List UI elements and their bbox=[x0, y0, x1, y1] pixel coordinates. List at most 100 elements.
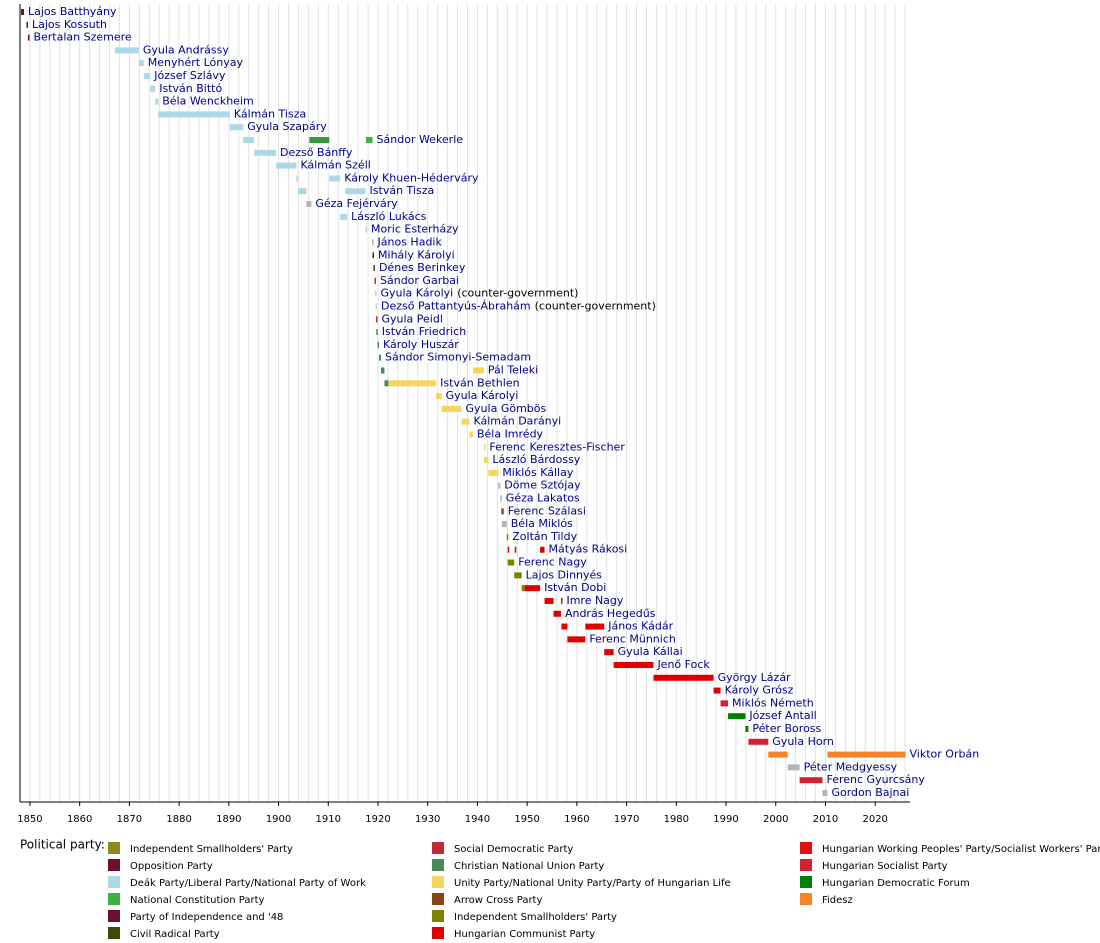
term-bar bbox=[366, 137, 373, 144]
term-bar bbox=[365, 226, 368, 233]
pm-name: Dénes Berinkey bbox=[379, 261, 466, 274]
pm-name: Béla Imrédy bbox=[477, 428, 544, 441]
legend-label: Civil Radical Party bbox=[130, 929, 220, 940]
legend-swatch bbox=[800, 859, 812, 871]
term-bar bbox=[340, 213, 348, 220]
legend-swatch bbox=[432, 927, 444, 939]
x-tick-label: 1900 bbox=[266, 814, 291, 825]
term-bar bbox=[521, 585, 525, 592]
term-bar bbox=[469, 431, 473, 438]
term-bar bbox=[488, 469, 499, 476]
pm-name: Béla Wenckheim bbox=[162, 95, 254, 108]
pm-name: Moric Esterházy bbox=[371, 223, 459, 236]
term-bar bbox=[748, 738, 769, 745]
term-bar bbox=[158, 111, 230, 118]
legend-label: Fidesz bbox=[822, 895, 853, 906]
x-tick-label: 1980 bbox=[664, 814, 689, 825]
pm-note: (counter-government) bbox=[457, 287, 578, 300]
pm-name: Zoltán Tildy bbox=[512, 530, 577, 543]
term-bar bbox=[372, 239, 374, 246]
x-tick-label: 1880 bbox=[166, 814, 191, 825]
term-bar bbox=[500, 495, 502, 502]
term-bar bbox=[306, 201, 312, 208]
legend-label: Hungarian Working Peoples' Party/Sociali… bbox=[822, 844, 1100, 855]
term-bar bbox=[372, 252, 375, 259]
legend-swatch bbox=[432, 876, 444, 888]
legend-label: Hungarian Communist Party bbox=[454, 929, 595, 940]
term-bar bbox=[388, 380, 437, 387]
term-bar bbox=[501, 521, 507, 528]
legend-swatch bbox=[432, 842, 444, 854]
pm-name: Sándor Wekerle bbox=[377, 133, 464, 146]
term-bar bbox=[713, 687, 721, 694]
term-bar bbox=[540, 546, 545, 553]
term-bar bbox=[604, 649, 614, 656]
legend-swatch bbox=[108, 842, 120, 854]
term-bar bbox=[524, 585, 541, 592]
x-tick-label: 1920 bbox=[365, 814, 390, 825]
pm-name: Lajos Kossuth bbox=[32, 18, 107, 31]
legend-swatch bbox=[108, 876, 120, 888]
term-bar bbox=[498, 482, 501, 489]
term-bar bbox=[27, 34, 30, 41]
pm-name: Gyula Károlyi bbox=[381, 287, 454, 300]
pm-name: Jenő Fock bbox=[656, 658, 710, 671]
pm-name: Lajos Batthyány bbox=[28, 5, 117, 18]
term-bar bbox=[276, 162, 297, 169]
legend-swatch bbox=[108, 910, 120, 922]
term-bar bbox=[553, 610, 561, 617]
pm-name: Géza Fejérváry bbox=[315, 197, 398, 210]
legend-swatch bbox=[800, 842, 812, 854]
pm-name: József Antall bbox=[748, 709, 816, 722]
term-bar bbox=[373, 265, 376, 272]
legend-swatch bbox=[108, 927, 120, 939]
term-bar bbox=[514, 572, 522, 579]
term-bar bbox=[345, 188, 366, 195]
pm-name: István Bittó bbox=[159, 82, 222, 95]
pm-name: Kálmán Darányi bbox=[473, 415, 561, 428]
x-tick-label: 2000 bbox=[763, 814, 788, 825]
term-bar bbox=[483, 444, 486, 451]
legend-swatch bbox=[432, 893, 444, 905]
pm-name: Ferenc Nagy bbox=[518, 556, 587, 569]
pm-name: Péter Boross bbox=[752, 722, 821, 735]
term-bar bbox=[114, 47, 139, 54]
pm-name: István Friedrich bbox=[382, 325, 466, 338]
term-bar bbox=[380, 367, 385, 374]
pm-name: István Bethlen bbox=[440, 376, 519, 389]
term-bar bbox=[376, 329, 378, 336]
legend-label: Hungarian Socialist Party bbox=[822, 861, 948, 872]
legend-label: Christian National Union Party bbox=[454, 861, 604, 872]
term-bar bbox=[799, 777, 823, 784]
pm-name: András Hegedűs bbox=[565, 607, 656, 620]
term-bar bbox=[26, 21, 28, 28]
pm-name: György Lázár bbox=[718, 671, 791, 684]
pm-name: Gyula Andrássy bbox=[143, 43, 230, 56]
term-bar bbox=[514, 546, 517, 553]
pm-name: Dezső Bánffy bbox=[280, 146, 353, 159]
term-bar bbox=[375, 303, 378, 310]
legend-label: Party of Independence and '48 bbox=[130, 912, 283, 923]
term-bar bbox=[254, 149, 277, 156]
pm-name: Gyula Horn bbox=[772, 735, 834, 748]
x-tick-label: 1850 bbox=[17, 814, 42, 825]
term-bar bbox=[377, 341, 379, 348]
pm-name: Gyula Szapáry bbox=[247, 120, 327, 133]
term-bar bbox=[560, 597, 563, 604]
term-bar bbox=[567, 636, 586, 643]
term-bar bbox=[585, 623, 605, 630]
term-bar bbox=[768, 751, 788, 758]
pm-name: Sándor Simonyi-Semadam bbox=[385, 351, 531, 364]
legend-swatch bbox=[432, 910, 444, 922]
pm-name: Mátyás Rákosi bbox=[549, 543, 628, 556]
legend-label: National Constitution Party bbox=[130, 895, 265, 906]
pm-name: Imre Nagy bbox=[566, 594, 623, 607]
term-bar bbox=[501, 508, 504, 515]
legend-swatch bbox=[432, 859, 444, 871]
x-tick-label: 1870 bbox=[117, 814, 142, 825]
x-tick-label: 2010 bbox=[813, 814, 838, 825]
term-bar bbox=[243, 137, 255, 144]
pm-name: Dezső Pattantyús-Ábrahám bbox=[381, 299, 531, 312]
pm-name: Ferenc Münnich bbox=[589, 632, 676, 645]
